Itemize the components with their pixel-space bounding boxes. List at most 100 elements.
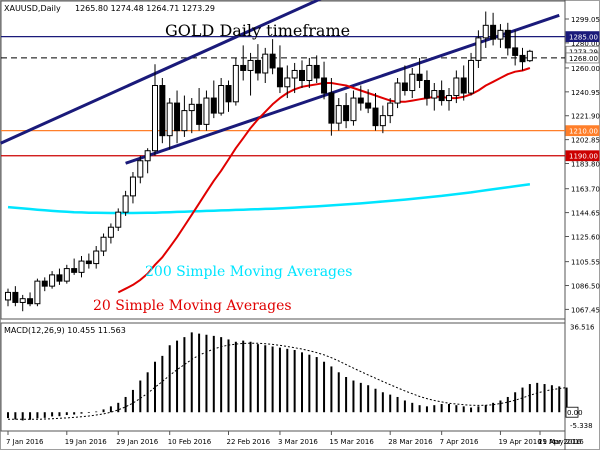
price-tick-label: 1183.80 xyxy=(571,161,600,169)
candle xyxy=(19,294,26,312)
candle xyxy=(379,105,386,134)
candle xyxy=(321,61,328,100)
candle xyxy=(27,292,34,307)
trendline-0 xyxy=(0,0,322,145)
macd-signal-line xyxy=(8,342,567,420)
candle-body-bear xyxy=(71,268,78,273)
candle-body-bull xyxy=(526,50,533,62)
candle-body-bull xyxy=(284,77,291,88)
candle xyxy=(166,98,173,150)
candle xyxy=(232,57,239,106)
candle-body-bull xyxy=(379,115,386,127)
date-tick-label: 29 Jan 2016 xyxy=(116,438,159,446)
candle-body-bull xyxy=(262,53,269,74)
candle-body-bull xyxy=(78,260,85,273)
candle xyxy=(254,44,261,81)
date-tick-label: 15 Mar 2016 xyxy=(329,438,374,446)
candle-body-bull xyxy=(431,90,438,99)
candle-body-bear xyxy=(328,92,335,124)
candle xyxy=(343,93,350,129)
candle xyxy=(504,22,511,56)
candle-body-bull xyxy=(350,97,357,122)
date-tick-label: 10 Feb 2016 xyxy=(168,438,212,446)
candle xyxy=(475,30,482,68)
candle xyxy=(284,65,291,99)
price-tag-label: 1273.29 xyxy=(569,48,598,56)
candle xyxy=(328,77,335,136)
price-tag-box xyxy=(565,31,600,43)
sma200-annotation: 200 Simple Moving Averages xyxy=(145,264,352,280)
candle xyxy=(93,246,100,269)
candle-body-bull xyxy=(291,69,298,79)
candle-body-bull xyxy=(203,97,210,125)
date-tick-label: 7 Jan 2016 xyxy=(6,438,44,446)
candle xyxy=(181,95,188,137)
candle xyxy=(401,65,408,96)
candle-body-bear xyxy=(401,82,408,92)
candle-body-bull xyxy=(453,77,460,97)
candle-body-bear xyxy=(460,77,467,94)
candle xyxy=(174,90,181,144)
candle-body-bull xyxy=(394,82,401,104)
candle-body-bull xyxy=(218,85,225,114)
candle-body-bull xyxy=(497,29,504,40)
candle xyxy=(350,90,357,126)
candle xyxy=(335,98,342,131)
price-tick-label: 1144.65 xyxy=(571,210,600,218)
candle xyxy=(240,45,247,81)
candle xyxy=(482,11,489,48)
candle-body-bear xyxy=(490,24,497,40)
candle xyxy=(122,190,129,216)
candle-body-bear xyxy=(210,97,217,114)
candle-body-bull xyxy=(306,64,313,82)
candle-body-bear xyxy=(372,107,379,127)
macd-layer xyxy=(7,332,568,421)
candle-body-bull xyxy=(19,298,26,303)
date-tick-label: 7 Apr 2016 xyxy=(440,438,479,446)
candle xyxy=(431,83,438,111)
candle xyxy=(497,24,504,48)
candle-body-bear xyxy=(321,77,328,94)
candle-body-bear xyxy=(519,54,526,63)
candle-body-bull xyxy=(63,268,70,282)
price-tick-label: 1299.05 xyxy=(571,16,600,24)
date-tick-label: 19 Apr 2016 xyxy=(498,438,542,446)
candle xyxy=(5,288,11,307)
candle-body-bull xyxy=(122,195,129,213)
candle-body-bear xyxy=(174,102,181,132)
candle xyxy=(144,148,151,174)
candle-body-bull xyxy=(49,274,56,287)
date-tick-label: 28 Mar 2016 xyxy=(388,438,433,446)
date-tick-label: 29 Apr 2016 xyxy=(538,438,582,446)
price-tag-box xyxy=(565,150,600,162)
price-tick-label: 1086.50 xyxy=(571,283,600,291)
candle xyxy=(129,172,136,204)
price-tag-box xyxy=(565,125,600,137)
candle-body-bull xyxy=(232,64,239,103)
date-tick-label: 11 May 2016 xyxy=(538,438,584,446)
candle xyxy=(313,55,320,84)
macd-axis-layer: 36.516 0.00 -5.338 xyxy=(565,323,595,430)
price-tag-label: 1210.00 xyxy=(569,128,598,136)
candle-body-bull xyxy=(188,103,195,112)
candle-body-bear xyxy=(438,90,445,102)
price-tick-label: 1221.90 xyxy=(571,113,600,121)
symbol-label: XAUUSD,Daily xyxy=(4,4,61,13)
candle-body-bull xyxy=(475,37,482,61)
candle-body-bull xyxy=(446,95,452,102)
candle-body-bear xyxy=(240,64,247,71)
candle xyxy=(306,57,313,89)
candle xyxy=(453,70,460,104)
candle xyxy=(100,233,107,257)
candle-body-bear xyxy=(504,29,511,49)
candle xyxy=(188,98,195,134)
candle-body-bull xyxy=(152,85,158,152)
candle-body-bear xyxy=(56,274,63,282)
candle xyxy=(365,89,372,114)
candle-body-bull xyxy=(482,24,489,39)
sma200-line xyxy=(7,183,531,215)
candle-body-bear xyxy=(343,105,350,122)
candle xyxy=(446,88,452,111)
